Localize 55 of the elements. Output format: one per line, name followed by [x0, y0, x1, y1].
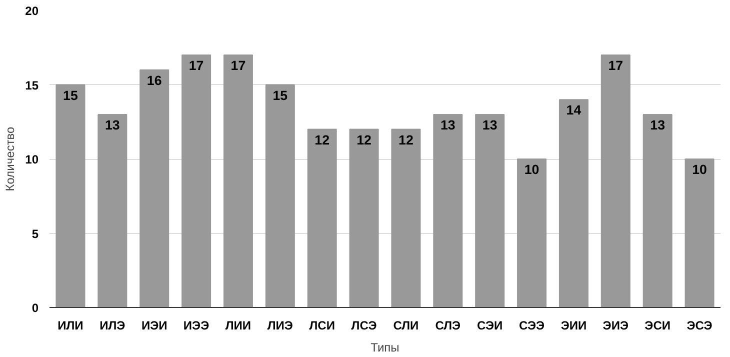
y-tick-label: 5: [32, 226, 39, 241]
y-axis-title: Количество: [3, 126, 18, 192]
bar: [517, 158, 547, 308]
x-tick-label: СЭИ: [477, 318, 503, 332]
x-tick-label: ЭИЭ: [602, 318, 629, 332]
bar: [558, 99, 588, 308]
y-tick-label: 0: [32, 301, 39, 315]
bar: [600, 54, 630, 308]
data-label: 10: [692, 162, 707, 177]
data-label: 13: [650, 117, 666, 132]
data-label: 12: [314, 132, 330, 148]
data-label: 15: [63, 88, 78, 103]
y-tick-label: 15: [25, 78, 39, 92]
bar: [349, 128, 379, 308]
bar: [433, 114, 463, 308]
data-label: 17: [230, 58, 246, 74]
data-label: 17: [608, 58, 624, 74]
bar: [140, 69, 170, 308]
x-tick-label: ИЛЭ: [100, 318, 126, 332]
data-label: 13: [104, 117, 120, 132]
bar: [56, 84, 86, 308]
y-tick-label: 10: [25, 152, 39, 166]
x-tick-label: ЭИИ: [560, 318, 587, 332]
bar: [475, 114, 505, 308]
x-tick-label: ИЛИ: [58, 318, 84, 332]
data-label: 17: [188, 58, 204, 74]
bar: [391, 128, 421, 308]
x-tick-label: ЭСИ: [644, 318, 671, 332]
data-label: 13: [440, 117, 456, 132]
bar: [98, 114, 128, 308]
bar: [265, 84, 295, 308]
x-axis-title: Типы: [370, 340, 400, 354]
bar: [642, 114, 672, 308]
bar: [182, 54, 212, 308]
data-label: 13: [482, 117, 498, 132]
y-tick-label: 20: [25, 4, 39, 18]
x-tick-label: ЛИЭ: [267, 318, 294, 332]
x-tick-label: СЛЭ: [435, 318, 462, 332]
x-tick-label: ИЭЭ: [183, 318, 210, 332]
x-tick-label: ЛСИ: [309, 318, 335, 332]
data-label: 16: [146, 72, 162, 88]
bar: [223, 54, 253, 308]
x-tick-label: ИЭИ: [141, 318, 168, 332]
data-label: 12: [356, 132, 372, 148]
data-label: 15: [272, 88, 288, 103]
x-tick-label: ЭСЭ: [686, 318, 713, 332]
data-label: 12: [398, 132, 414, 148]
bar: [684, 158, 714, 308]
data-label: 14: [566, 102, 582, 118]
x-tick-label: ЛИИ: [225, 318, 252, 332]
x-tick-label: ЛСЭ: [351, 318, 378, 332]
x-tick-label: СЛИ: [393, 318, 419, 332]
x-tick-label: СЭЭ: [518, 318, 546, 332]
bar: [307, 128, 337, 308]
data-label: 10: [524, 162, 540, 177]
